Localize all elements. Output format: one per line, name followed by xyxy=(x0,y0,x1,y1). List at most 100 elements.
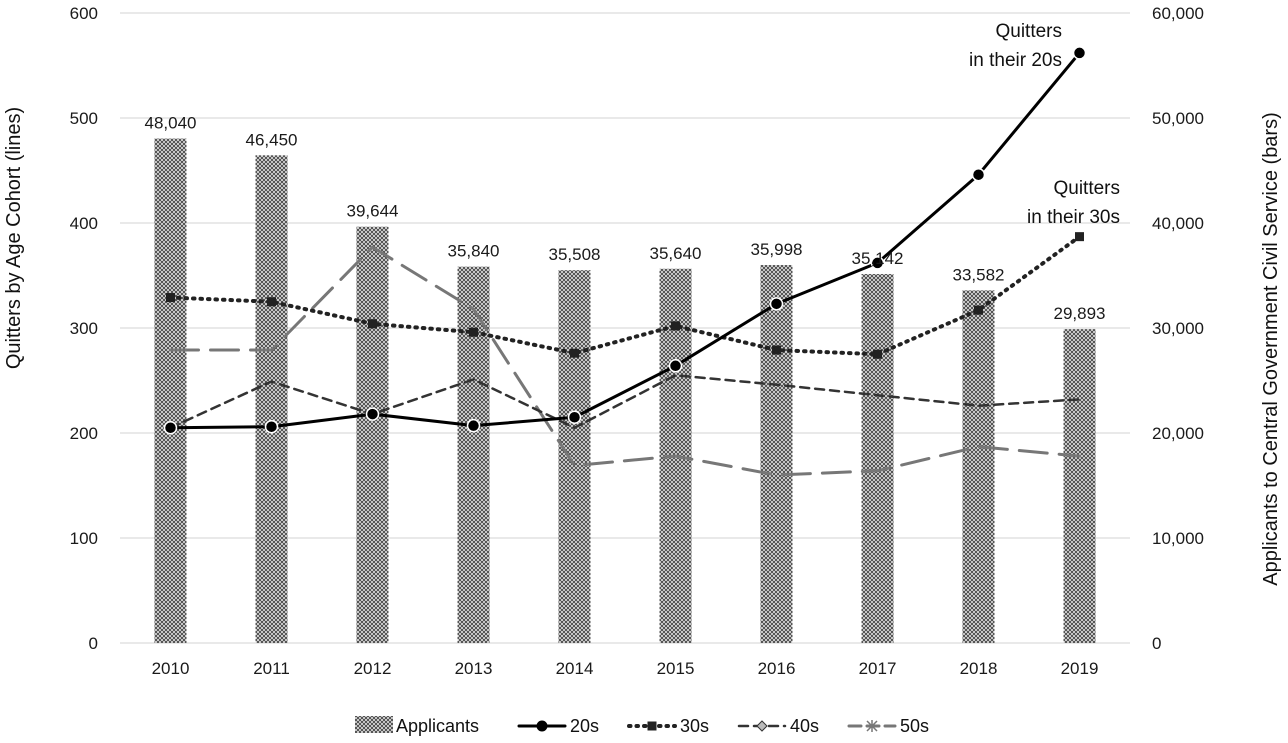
line-marker xyxy=(1072,46,1087,60)
legend-marker-20s xyxy=(536,720,548,732)
bar-data-label: 48,040 xyxy=(145,114,197,133)
right-tick-label: 60,000 xyxy=(1152,4,1204,23)
series-line-40s xyxy=(169,374,1081,429)
applicants-bar xyxy=(154,138,187,643)
legend-label-40s: 40s xyxy=(790,716,819,736)
annotation-30s-line2: in their 30s xyxy=(1027,207,1120,228)
right-tick-label: 30,000 xyxy=(1152,319,1204,338)
annotation-20s: Quitters in their 20s xyxy=(969,21,1062,71)
bar-data-label: 35,840 xyxy=(448,242,500,261)
legend-label-20s: 20s xyxy=(570,716,599,736)
legend: Applicants 20s 30s 40s 50s xyxy=(355,716,929,736)
x-tick-label: 2014 xyxy=(556,659,594,678)
line-marker xyxy=(974,305,983,315)
x-tick-label: 2011 xyxy=(253,659,290,678)
series-line-30s xyxy=(168,234,1082,357)
left-tick-label: 0 xyxy=(89,634,98,653)
bar-data-label: 35,640 xyxy=(650,244,702,263)
right-tick-label: 10,000 xyxy=(1152,529,1204,548)
bar-data-label: 35,998 xyxy=(751,240,803,259)
line-marker xyxy=(466,418,481,433)
line-marker xyxy=(166,293,175,303)
right-tick-label: 0 xyxy=(1152,634,1161,653)
bar-data-label: 39,644 xyxy=(347,202,399,221)
legend-label-applicants: Applicants xyxy=(396,716,479,736)
x-tick-label: 2013 xyxy=(455,659,493,678)
bar-data-label: 33,582 xyxy=(953,265,1005,284)
legend-marker-40s xyxy=(756,720,768,732)
left-axis-title: Quitters by Age Cohort (lines) xyxy=(3,107,25,369)
x-tick-label: 2010 xyxy=(152,659,190,678)
line-marker xyxy=(469,327,478,337)
legend-label-50s: 50s xyxy=(900,716,929,736)
applicants-bar xyxy=(255,155,288,643)
applicants-bar xyxy=(760,265,793,643)
line-marker xyxy=(267,297,276,307)
gridlines xyxy=(120,12,1130,644)
line-marker xyxy=(365,407,380,421)
bar-data-label: 35,508 xyxy=(549,245,601,264)
applicants-bar xyxy=(457,266,490,643)
line-marker xyxy=(264,419,279,434)
left-tick-label: 600 xyxy=(70,4,98,23)
x-tick-label: 2012 xyxy=(354,659,392,678)
bar-data-label: 29,893 xyxy=(1054,304,1106,323)
x-tick-label: 2015 xyxy=(657,659,695,678)
applicants-bar xyxy=(558,270,591,643)
series-line-20s xyxy=(169,51,1081,430)
series-20s xyxy=(163,46,1087,435)
line-marker xyxy=(163,421,178,435)
left-tick-label: 300 xyxy=(70,319,98,338)
line-marker xyxy=(567,410,582,424)
line-marker xyxy=(368,319,377,329)
line-marker xyxy=(1075,232,1084,242)
series-40s xyxy=(169,374,1081,429)
applicants-bar xyxy=(1063,329,1096,643)
line-marker xyxy=(971,167,986,182)
right-tick-label: 40,000 xyxy=(1152,214,1204,233)
left-tick-label: 500 xyxy=(70,109,98,128)
series-line-50s xyxy=(169,245,1081,477)
applicants-bar xyxy=(962,290,995,643)
annotation-20s-line2: in their 20s xyxy=(969,50,1062,71)
line-marker xyxy=(570,348,579,358)
right-tick-label: 20,000 xyxy=(1152,424,1204,443)
applicants-bars xyxy=(154,138,1096,643)
quitter-lines xyxy=(163,46,1087,477)
annotation-20s-line1: Quitters xyxy=(995,21,1062,42)
line-marker xyxy=(671,321,680,331)
series-30s xyxy=(166,232,1084,359)
legend-item-30s: 30s xyxy=(627,716,709,736)
annotation-30s: Quitters in their 30s xyxy=(1027,178,1120,228)
line-marker xyxy=(668,359,683,373)
legend-marker-30s xyxy=(647,721,657,731)
legend-item-applicants: Applicants xyxy=(355,716,479,736)
x-tick-label: 2016 xyxy=(758,659,796,678)
bar-data-labels: 48,040 46,450 39,644 35,840 35,508 35,640 35,9… xyxy=(145,114,1106,324)
right-tick-label: 50,000 xyxy=(1152,109,1204,128)
left-tick-label: 200 xyxy=(70,424,98,443)
x-tick-label: 2017 xyxy=(859,659,897,678)
line-marker xyxy=(870,256,885,270)
legend-label-30s: 30s xyxy=(680,716,709,736)
legend-item-20s: 20s xyxy=(517,716,599,736)
annotation-30s-line1: Quitters xyxy=(1053,178,1120,199)
line-marker xyxy=(769,297,784,311)
bar-data-label: 35,142 xyxy=(852,249,904,268)
left-tick-label: 100 xyxy=(70,529,98,548)
axis-ticks: 0 100 200 300 400 500 600 0 10,000 20,000 30,000 40… xyxy=(70,4,1204,678)
bar-data-label: 46,450 xyxy=(246,130,298,149)
right-axis-title: Applicants to Central Government Civil S… xyxy=(1260,112,1282,586)
x-tick-label: 2019 xyxy=(1061,659,1099,678)
applicants-bar xyxy=(356,226,389,643)
legend-swatch-applicants xyxy=(355,716,393,733)
series-50s xyxy=(169,245,1081,477)
line-marker xyxy=(772,345,781,355)
line-marker xyxy=(873,349,882,359)
legend-marker-50s xyxy=(866,720,878,732)
legend-item-50s: 50s xyxy=(847,716,929,736)
x-tick-label: 2018 xyxy=(960,659,998,678)
legend-item-40s: 40s xyxy=(737,716,819,736)
applicants-bar xyxy=(861,274,894,643)
